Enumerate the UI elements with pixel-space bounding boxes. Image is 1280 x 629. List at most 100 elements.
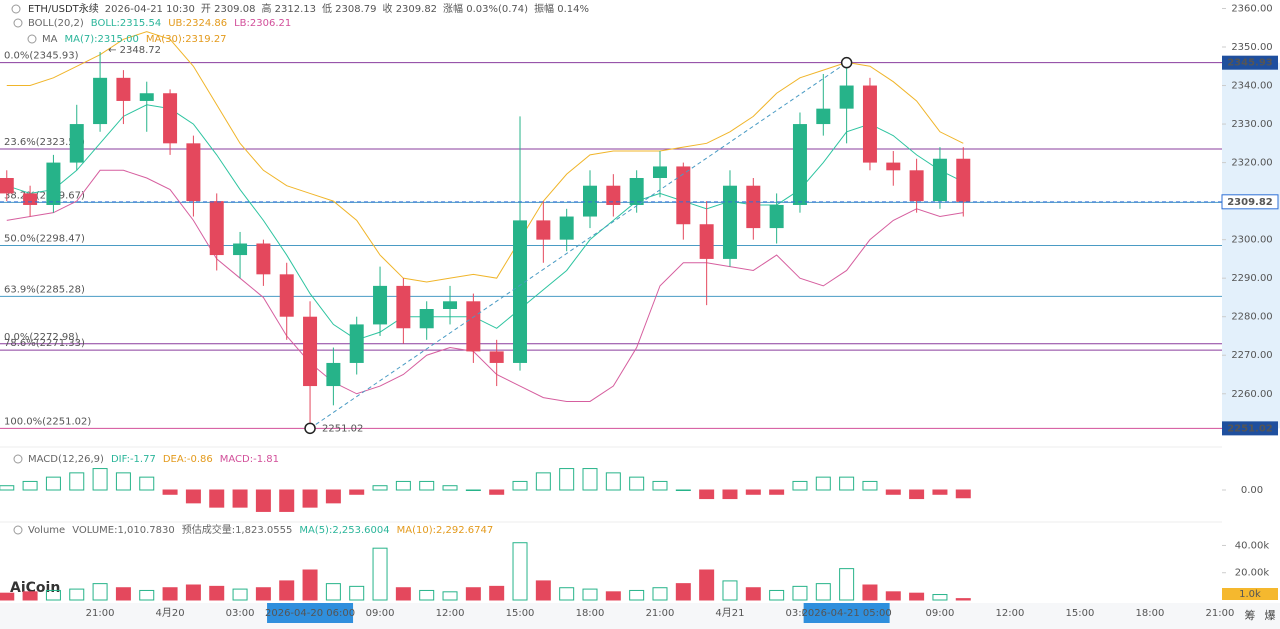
fib-label: 63.9%(2285.28) — [4, 284, 85, 295]
candle-body — [46, 162, 61, 205]
legend-item: VOLUME:1,010.7830 — [72, 525, 175, 536]
candle-body — [163, 93, 178, 144]
candle-body — [349, 324, 364, 363]
crosshair-time-label: 2026-04-20 06:00 — [265, 608, 355, 619]
indicator-legend: Volume VOLUME:1,010.7830 预估成交量:1,823.0555 M… — [28, 523, 493, 536]
bar — [489, 489, 505, 495]
indicator-legend: MA MA(7):2315.00 MA(30):2319.27 — [42, 34, 227, 45]
header-item: 振幅 0.14% — [534, 2, 589, 15]
bar — [185, 489, 201, 504]
legend-item: MACD:-1.81 — [220, 454, 279, 465]
legend-item: Volume — [28, 525, 65, 536]
bar — [139, 589, 155, 601]
legend-item: UB:2324.86 — [168, 18, 227, 29]
bar — [815, 476, 831, 491]
bar — [209, 489, 225, 508]
header-item: 收 2309.82 — [383, 2, 438, 15]
y-tick-label: 2330.00 — [1231, 119, 1272, 130]
y-tick-label: 0.00 — [1241, 485, 1263, 496]
candle-body — [956, 158, 971, 202]
candle-body — [652, 166, 667, 179]
bar — [839, 568, 855, 601]
bar — [279, 489, 295, 512]
bar — [699, 489, 715, 500]
legend-item: DIF:-1.77 — [111, 454, 156, 465]
bar — [745, 587, 761, 601]
bar — [862, 584, 878, 601]
candle-body — [93, 77, 108, 125]
bar — [675, 583, 691, 601]
time-axis-bg — [0, 603, 1280, 629]
bar — [769, 589, 785, 601]
bar — [442, 485, 458, 491]
candle-body — [209, 201, 224, 256]
legend-toggle[interactable] — [13, 18, 23, 28]
indicator-line — [6, 31, 964, 283]
legend-toggle[interactable] — [13, 525, 23, 535]
bar — [255, 489, 271, 512]
y-tick-label: 40.00k — [1235, 540, 1270, 551]
x-tick-label: 4月20 — [156, 607, 185, 619]
bar — [442, 591, 458, 601]
x-tick-label: 12:00 — [996, 608, 1025, 619]
candle-body — [559, 216, 574, 240]
trend-line — [309, 62, 847, 429]
legend-item: BOLL:2315.54 — [91, 18, 161, 29]
candle-body — [443, 301, 458, 310]
header-item: ETH/USDT永续 — [28, 2, 99, 15]
candle-body — [279, 274, 294, 317]
bar — [932, 489, 948, 495]
chip-button[interactable]: 筹 — [1245, 608, 1256, 622]
bar — [325, 489, 341, 504]
candle-body — [0, 178, 14, 194]
bar — [652, 587, 668, 601]
candle-body — [23, 193, 38, 205]
crosshair-time — [267, 603, 354, 623]
bar — [862, 480, 878, 491]
bar — [535, 580, 551, 601]
x-tick-label: 12:00 — [436, 608, 465, 619]
bar — [745, 489, 761, 495]
bar — [325, 583, 341, 601]
bar — [792, 480, 808, 491]
bar — [465, 587, 481, 601]
fib-label: 38.2%(2309.67) — [4, 190, 85, 201]
legend-toggle[interactable] — [27, 34, 37, 44]
bar — [792, 585, 808, 601]
legend-item: 预估成交量:1,823.0555 — [182, 523, 293, 536]
symbol-header: ETH/USDT永续 2026-04-21 10:30 开 2309.08 高 231… — [28, 2, 589, 15]
y-tick-label: 2320.00 — [1231, 158, 1272, 169]
header-item: 涨幅 0.03%(0.74) — [443, 2, 528, 15]
y-tick-label: 20.00k — [1235, 568, 1270, 579]
candle-body — [466, 301, 481, 352]
bar — [955, 598, 971, 601]
bar — [722, 489, 738, 500]
volume-tag-label: 1.0k — [1239, 589, 1261, 600]
candle-body — [629, 178, 644, 205]
x-tick-label: 21:00 — [86, 608, 115, 619]
x-tick-label: 21:00 — [646, 608, 675, 619]
bar — [932, 594, 948, 601]
legend-toggle[interactable] — [13, 454, 23, 464]
x-tick-label: 21:00 — [1205, 608, 1234, 619]
x-tick-label: 03:00 — [226, 608, 255, 619]
bar — [372, 547, 388, 601]
burst-button[interactable]: 爆 — [1265, 608, 1276, 622]
bar — [139, 476, 155, 491]
price-tag — [1222, 55, 1278, 70]
bar — [419, 480, 435, 491]
bar — [232, 489, 248, 508]
candle-body — [233, 243, 248, 256]
legend-item: MA — [42, 34, 58, 45]
bar — [465, 489, 481, 491]
header-item: 开 2309.08 — [201, 4, 256, 15]
bar — [232, 588, 248, 601]
header-toggle[interactable] — [11, 4, 21, 14]
fib-label: 0.0%(2272.98) — [4, 332, 79, 343]
bar — [115, 587, 131, 601]
candle-body — [769, 204, 784, 229]
bar — [69, 472, 85, 491]
candle-body — [699, 224, 714, 259]
indicator-legend: MACD(12,26,9) DIF:-1.77 DEA:-0.86 MACD:-1.8… — [28, 454, 279, 465]
bar — [45, 589, 61, 601]
